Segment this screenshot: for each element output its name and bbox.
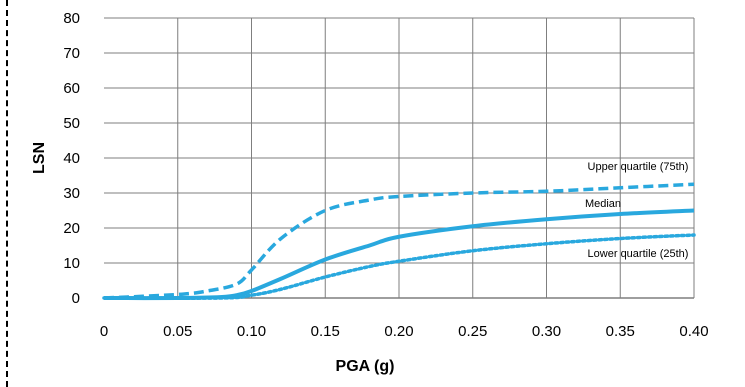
x-tick-label: 0.40	[679, 323, 708, 340]
y-tick-label: 80	[63, 10, 80, 27]
y-tick-label: 40	[63, 150, 80, 167]
x-tick-label: 0.10	[237, 323, 266, 340]
y-tick-label: 20	[63, 220, 80, 237]
y-tick-label: 50	[63, 115, 80, 132]
x-tick-label: 0.35	[606, 323, 635, 340]
x-tick-label: 0.05	[163, 323, 192, 340]
series-annotations: Upper quartile (75th) Median Lower quartil…	[585, 161, 688, 260]
x-axis-label: PGA (g)	[336, 358, 395, 375]
y-tick-label: 70	[63, 45, 80, 62]
x-tick-label: 0.15	[311, 323, 340, 340]
y-tick-label: 60	[63, 80, 80, 97]
x-tick-label: 0.20	[384, 323, 413, 340]
series-line-dashed	[103, 182, 695, 300]
series-annotation: Median	[585, 198, 621, 210]
y-axis-label: LSN	[31, 142, 48, 174]
x-tick-labels: 0 0.05 0.10 0.15 0.20 0.25 0.30 0.35 0.40	[100, 323, 709, 340]
x-tick-label: 0.30	[532, 323, 561, 340]
series-annotation: Lower quartile (25th)	[588, 248, 689, 260]
y-tick-label: 30	[63, 185, 80, 202]
dashed-frame-edge	[6, 0, 8, 387]
y-tick-labels: 0 10 20 30 40 50 60 70 80	[63, 10, 80, 307]
x-tick-label: 0.25	[458, 323, 487, 340]
x-tick-label: 0	[100, 323, 108, 340]
series-lines	[102, 182, 696, 301]
series-line-dotted	[102, 233, 696, 300]
series-annotation: Upper quartile (75th)	[588, 161, 689, 173]
y-tick-label: 10	[63, 255, 80, 272]
y-tick-label: 0	[72, 290, 80, 307]
